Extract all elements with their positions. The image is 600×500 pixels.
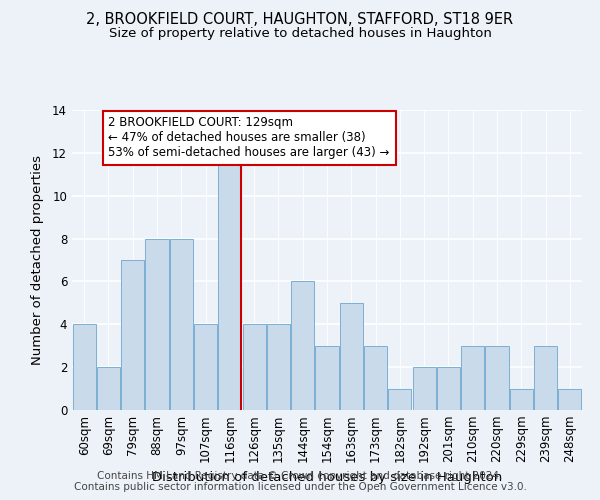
Bar (437, 367, 460, 410)
Bar (97, 367, 120, 410)
Bar (461, 346, 484, 410)
Bar (364, 346, 387, 410)
Bar (316, 346, 338, 410)
Bar (145, 238, 169, 410)
Text: 2, BROOKFIELD COURT, HAUGHTON, STAFFORD, ST18 9ER: 2, BROOKFIELD COURT, HAUGHTON, STAFFORD,… (86, 12, 514, 28)
Bar (388, 388, 412, 410)
X-axis label: Distribution of detached houses by size in Haughton: Distribution of detached houses by size … (152, 471, 502, 484)
Text: Contains HM Land Registry data © Crown copyright and database right 2024.
Contai: Contains HM Land Registry data © Crown c… (74, 471, 526, 492)
Bar (267, 324, 290, 410)
Text: Size of property relative to detached houses in Haughton: Size of property relative to detached ho… (109, 28, 491, 40)
Bar (170, 238, 193, 410)
Bar (485, 346, 509, 410)
Bar (559, 388, 581, 410)
Bar (413, 367, 436, 410)
Text: 2 BROOKFIELD COURT: 129sqm
← 47% of detached houses are smaller (38)
53% of semi: 2 BROOKFIELD COURT: 129sqm ← 47% of deta… (109, 116, 390, 160)
Bar (218, 153, 241, 410)
Bar (194, 324, 217, 410)
Bar (121, 260, 144, 410)
Bar (73, 324, 95, 410)
Y-axis label: Number of detached properties: Number of detached properties (31, 155, 44, 365)
Bar (242, 324, 266, 410)
Bar (291, 282, 314, 410)
Bar (534, 346, 557, 410)
Bar (340, 303, 363, 410)
Bar (510, 388, 533, 410)
